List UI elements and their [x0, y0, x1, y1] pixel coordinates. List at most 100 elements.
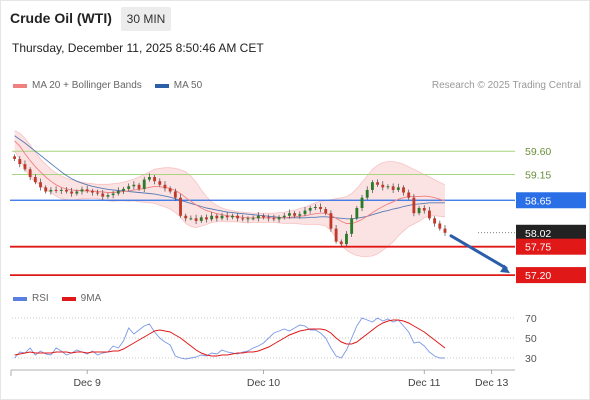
candle-body	[236, 215, 239, 219]
candle-body	[246, 218, 250, 220]
candle-body	[412, 197, 416, 214]
candle-body	[158, 181, 162, 185]
x-tick-label: Dec 11	[408, 377, 441, 389]
candle-body	[225, 215, 229, 218]
candle-body	[298, 214, 302, 216]
candle-body	[396, 187, 400, 190]
candle-body	[402, 187, 405, 193]
level-tag-58.02	[516, 224, 586, 241]
candle-body	[44, 187, 48, 192]
x-tick-label: Dec 10	[247, 377, 280, 389]
bollinger-upper-line	[14, 130, 446, 214]
candle-body	[163, 184, 167, 189]
candle-body	[324, 209, 328, 214]
candle-body	[267, 217, 271, 219]
candle-body	[303, 210, 307, 215]
candle-body	[111, 193, 115, 196]
candle-body	[85, 189, 89, 191]
bollinger-swatch	[13, 83, 27, 88]
candle-body	[220, 215, 224, 219]
candle-body	[417, 208, 421, 214]
candle-body	[142, 179, 146, 189]
level-tag-58.65	[516, 192, 586, 209]
level-label-57.75: 57.75	[525, 242, 551, 254]
x-tick-label: Dec 13	[475, 377, 508, 389]
candle-body	[179, 197, 182, 216]
candle-body	[381, 184, 385, 188]
candle-body	[282, 215, 286, 218]
candle-body	[386, 186, 390, 188]
instrument-title: Crude Oil (WTI)	[10, 10, 112, 26]
candle-body	[215, 215, 219, 219]
candle-body	[288, 213, 291, 216]
candle-body	[334, 228, 338, 242]
rsi-tick-30: 30	[525, 353, 537, 365]
candle-body	[168, 188, 172, 192]
candle-body	[122, 188, 125, 191]
candle-body	[210, 215, 214, 220]
candle-body	[96, 192, 99, 194]
price-legend: MA 20 + Bollinger Bands MA 50	[13, 80, 202, 91]
level-label-58.65: 58.65	[525, 195, 551, 207]
rsi-tick-50: 50	[525, 333, 537, 345]
candle-body	[277, 217, 281, 220]
credit-label: Research © 2025 Trading Central	[431, 80, 581, 91]
candle-body	[313, 206, 317, 208]
level-label-59.15: 59.15	[525, 169, 551, 181]
rsi-ma-legend-label: 9MA	[80, 293, 102, 304]
candle-body	[194, 218, 198, 221]
candle-body	[422, 208, 426, 211]
rsi-swatch	[13, 296, 27, 301]
rsi-legend: RSI 9MA	[13, 293, 101, 304]
level-label-59.60: 59.60	[525, 146, 551, 158]
candle-body	[28, 169, 32, 178]
candle-body	[127, 186, 131, 189]
candle-body	[443, 228, 447, 233]
candle-body	[329, 213, 333, 229]
level-tag-57.75	[516, 238, 586, 255]
candle-body	[106, 195, 110, 197]
candle-body	[272, 218, 276, 220]
bollinger-band-fill	[14, 130, 445, 257]
bollinger-lower-line	[14, 150, 446, 257]
candle-body	[18, 158, 22, 165]
candle-body	[65, 189, 68, 192]
candle-body	[184, 215, 188, 219]
candle-body	[438, 223, 442, 229]
candle-body	[59, 189, 63, 191]
candle-body	[428, 210, 431, 219]
candle-body	[251, 218, 255, 220]
candle-body	[90, 190, 94, 193]
ma50-swatch	[154, 83, 169, 88]
candle-body	[80, 189, 84, 192]
candle-body	[256, 215, 260, 219]
candle-body	[33, 177, 37, 183]
candle-body	[293, 213, 297, 216]
candle-body	[360, 197, 364, 208]
candle-body	[241, 218, 245, 220]
candle-body	[49, 189, 53, 192]
candle-body	[13, 156, 17, 159]
candle-body	[75, 191, 79, 194]
candle-body	[319, 206, 322, 210]
candle-body	[376, 182, 380, 185]
candle-body	[137, 184, 141, 189]
candle-body	[350, 218, 354, 234]
x-tick-label: Dec 9	[73, 377, 101, 389]
rsi-legend-label: RSI	[32, 293, 49, 304]
rsi-line	[14, 317, 445, 360]
ma50-legend-label: MA 50	[173, 80, 203, 91]
rsi-ma-line	[14, 319, 446, 357]
level-label-58.02: 58.02	[525, 228, 551, 240]
rsi-ma-swatch	[61, 296, 76, 301]
candle-body	[433, 218, 437, 224]
rsi-tick-70: 70	[525, 313, 537, 325]
ma50-line	[14, 135, 445, 220]
level-label-57.20: 57.20	[525, 270, 551, 282]
bollinger-legend-label: MA 20 + Bollinger Bands	[32, 80, 142, 91]
datetime-label: Thursday, December 11, 2025 8:50:46 AM C…	[12, 41, 264, 55]
candle-body	[407, 192, 411, 198]
timeframe-button[interactable]: 30 MIN	[121, 7, 171, 31]
candle-body	[370, 182, 374, 190]
